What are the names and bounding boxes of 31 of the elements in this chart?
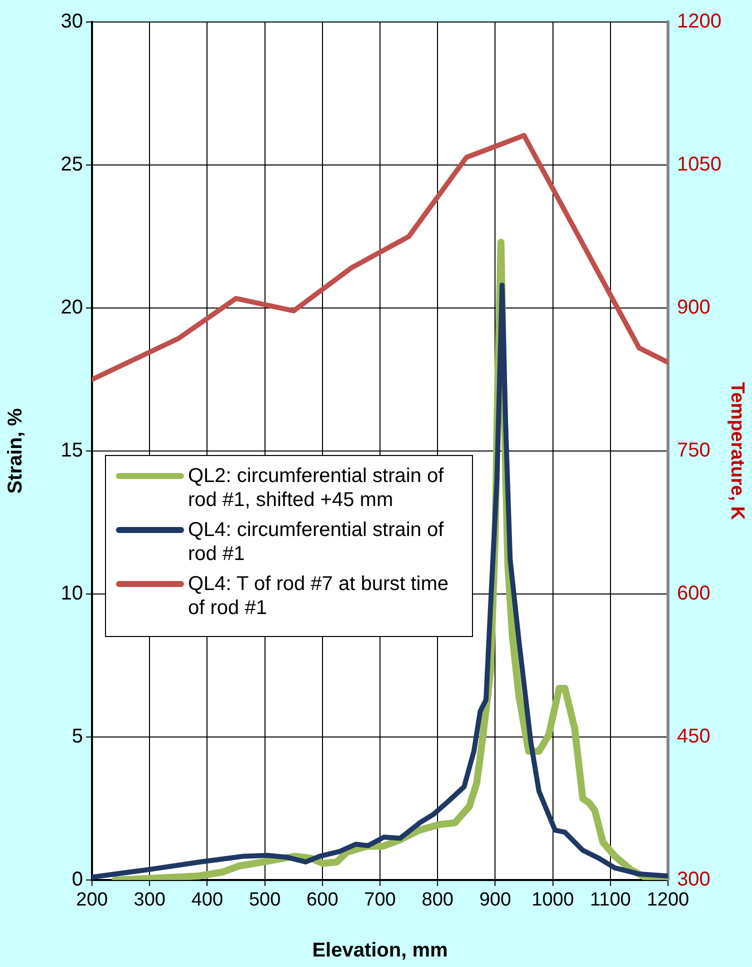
y2-tick-label: 900 [677, 296, 710, 319]
x-tick-label: 1000 [532, 890, 574, 911]
x-tick-label: 700 [364, 890, 396, 911]
x-tick-label: 1100 [590, 890, 631, 911]
x-tick-label: 1200 [646, 890, 690, 911]
y-tick-label: 10 [60, 582, 83, 605]
y-tick-label: 5 [72, 726, 83, 748]
y2-tick-label: 750 [677, 440, 710, 462]
y-tick-label: 0 [72, 868, 83, 891]
x-tick-label: 600 [306, 890, 338, 911]
x-tick-label: 800 [422, 890, 454, 911]
x-tick-label: 900 [479, 890, 512, 911]
legend-label: QL2: circumferential strain of rod #1, shifted +45 mm [188, 464, 445, 512]
x-tick-label: 200 [76, 890, 108, 911]
y-tick-label: 20 [60, 296, 83, 319]
y2-tick-label: 300 [677, 868, 710, 891]
x-tick-label: 300 [134, 890, 166, 911]
y-tick-label: 30 [60, 10, 83, 33]
y2-tick-label: 1050 [677, 154, 722, 176]
y2-axis-title: Temperature, K [726, 382, 748, 520]
y-tick-label: 25 [60, 154, 83, 176]
x-tick-label: 500 [248, 890, 281, 911]
x-axis-title: Elevation, mm [312, 940, 448, 962]
y-tick-label: 15 [60, 440, 83, 462]
y2-tick-label: 1200 [677, 10, 722, 33]
x-tick-label: 400 [191, 890, 224, 911]
legend-label: QL4: T of rod #7 at burst time of rod #1 [188, 572, 450, 620]
y-axis-title: Strain, % [4, 408, 27, 494]
y2-tick-label: 450 [677, 726, 710, 748]
legend-label: QL4: circumferential strain of rod #1 [188, 518, 445, 566]
y2-tick-label: 600 [677, 582, 710, 605]
